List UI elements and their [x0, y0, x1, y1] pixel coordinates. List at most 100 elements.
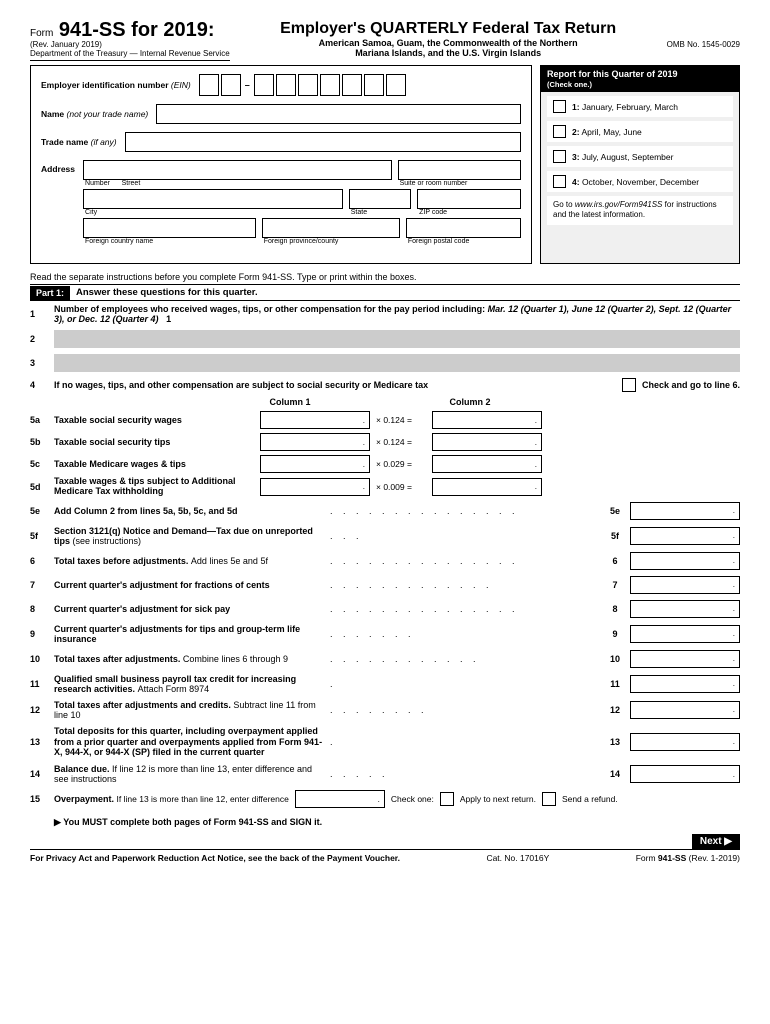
ein-box[interactable] [298, 74, 318, 96]
ein-box[interactable] [199, 74, 219, 96]
line-6-input[interactable]: . [630, 552, 740, 570]
line-5c: 5cTaxable Medicare wages & tips.× 0.029 … [30, 453, 740, 475]
checkbox[interactable] [553, 100, 566, 113]
line-5c-col2[interactable]: . [432, 455, 542, 473]
line-3: 3 [30, 351, 740, 375]
ein-box[interactable] [221, 74, 241, 96]
foreign-postal-input[interactable] [406, 218, 521, 238]
foreign-province-input[interactable] [262, 218, 400, 238]
employer-info-box: Employer identification number (EIN) – N… [30, 65, 532, 264]
street-input[interactable] [83, 160, 392, 180]
line-9-input[interactable]: . [630, 625, 740, 643]
suite-input[interactable] [398, 160, 521, 180]
line-9: 9Current quarter's adjustments for tips … [30, 621, 740, 647]
line-13: 13Total deposits for this quarter, inclu… [30, 723, 740, 761]
line-15: 15 Overpayment. If line 13 is more than … [30, 787, 740, 811]
line-14-input[interactable]: . [630, 765, 740, 783]
line-1: 1 Number of employees who received wages… [30, 301, 740, 327]
quarter-2-option[interactable]: 2: April, May, June [547, 121, 733, 142]
line-5b-col2[interactable]: . [432, 433, 542, 451]
line-6: 6Total taxes before adjustments. Add lin… [30, 549, 740, 573]
refund-label: Send a refund. [562, 794, 618, 804]
title-block: Employer's QUARTERLY Federal Tax Return … [240, 20, 657, 58]
name-input[interactable] [156, 104, 521, 124]
instruction-text: Read the separate instructions before yo… [30, 272, 740, 282]
gray-bar [54, 354, 740, 372]
arrow-icon: ▶ [54, 817, 61, 828]
part-1-header: Part 1: Answer these questions for this … [30, 284, 740, 301]
checkbox[interactable] [553, 150, 566, 163]
line-15-input[interactable]: . [295, 790, 385, 808]
address-label: Address [41, 160, 75, 174]
apply-next-checkbox[interactable] [440, 792, 454, 806]
next-button[interactable]: Next ▶ [692, 834, 740, 849]
part-title: Answer these questions for this quarter. [70, 285, 264, 300]
line-7: 7Current quarter's adjustment for fracti… [30, 573, 740, 597]
quarter-footer: Go to www.irs.gov/Form941SS for instruct… [547, 196, 733, 225]
sign-note: ▶ You MUST complete both pages of Form 9… [30, 811, 740, 834]
quarter-selection-box: Report for this Quarter of 2019(Check on… [540, 65, 740, 264]
trade-name-input[interactable] [125, 132, 521, 152]
gray-bar [54, 330, 740, 348]
subtitle-1: American Samoa, Guam, the Commonwealth o… [240, 38, 657, 48]
column-headers: Column 1 Column 2 [30, 395, 740, 409]
name-label: Name (not your trade name) [41, 109, 148, 119]
subtitle-2: Mariana Islands, and the U.S. Virgin Isl… [240, 48, 657, 58]
quarter-1-option[interactable]: 1: January, February, March [547, 96, 733, 117]
ein-input-group: – [199, 74, 406, 96]
form-title: Employer's QUARTERLY Federal Tax Return [240, 20, 657, 38]
line-12-input[interactable]: . [630, 701, 740, 719]
line-5e-input[interactable]: . [630, 502, 740, 520]
state-input[interactable] [349, 189, 411, 209]
line-10-input[interactable]: . [630, 650, 740, 668]
line-14: 14Balance due. If line 12 is more than l… [30, 761, 740, 787]
line-5f: 5fSection 3121(q) Notice and Demand—Tax … [30, 523, 740, 549]
check-one-label: Check one: [391, 794, 434, 804]
ein-box[interactable] [386, 74, 406, 96]
city-input[interactable] [83, 189, 343, 209]
form-prefix: Form [30, 28, 53, 39]
line-4-check-label: Check and go to line 6. [642, 380, 740, 390]
form-number-block: Form 941-SS for 2019: (Rev. January 2019… [30, 20, 230, 61]
checkbox[interactable] [553, 175, 566, 188]
line-11: 11Qualified small business payroll tax c… [30, 671, 740, 697]
department: Department of the Treasury — Internal Re… [30, 49, 230, 61]
quarter-4-option[interactable]: 4: October, November, December [547, 171, 733, 192]
quarter-3-option[interactable]: 3: July, August, September [547, 146, 733, 167]
page-footer: For Privacy Act and Paperwork Reduction … [30, 849, 740, 863]
line-5d-col2[interactable]: . [432, 478, 542, 496]
line-11-input[interactable]: . [630, 675, 740, 693]
line-2: 2 [30, 327, 740, 351]
omb-number: OMB No. 1545-0029 [667, 20, 740, 49]
checkbox[interactable] [553, 125, 566, 138]
line-5d-col1[interactable]: . [260, 478, 370, 496]
privacy-notice: For Privacy Act and Paperwork Reduction … [30, 853, 400, 863]
line-5c-col1[interactable]: . [260, 455, 370, 473]
line-8: 8Current quarter's adjustment for sick p… [30, 597, 740, 621]
line-10: 10Total taxes after adjustments. Combine… [30, 647, 740, 671]
line-4: 4 If no wages, tips, and other compensat… [30, 375, 740, 395]
line-5f-input[interactable]: . [630, 527, 740, 545]
quarter-header: Report for this Quarter of 2019(Check on… [541, 66, 739, 92]
line-5b-col1[interactable]: . [260, 433, 370, 451]
send-refund-checkbox[interactable] [542, 792, 556, 806]
foreign-country-input[interactable] [83, 218, 256, 238]
ein-box[interactable] [364, 74, 384, 96]
form-header: Form 941-SS for 2019: (Rev. January 2019… [30, 20, 740, 61]
line-7-input[interactable]: . [630, 576, 740, 594]
zip-input[interactable] [417, 189, 521, 209]
ein-box[interactable] [276, 74, 296, 96]
ein-label: Employer identification number (EIN) [41, 80, 191, 90]
form-number: 941-SS for 2019: [59, 19, 215, 41]
ein-box[interactable] [320, 74, 340, 96]
ein-box[interactable] [254, 74, 274, 96]
trade-name-label: Trade name (if any) [41, 137, 117, 147]
line-5a-col2[interactable]: . [432, 411, 542, 429]
cat-number: Cat. No. 17016Y [486, 853, 549, 863]
line-5a-col1[interactable]: . [260, 411, 370, 429]
line-13-input[interactable]: . [630, 733, 740, 751]
line-8-input[interactable]: . [630, 600, 740, 618]
ein-box[interactable] [342, 74, 362, 96]
form-ref: Form 941-SS (Rev. 1-2019) [636, 853, 740, 863]
line-4-checkbox[interactable] [622, 378, 636, 392]
